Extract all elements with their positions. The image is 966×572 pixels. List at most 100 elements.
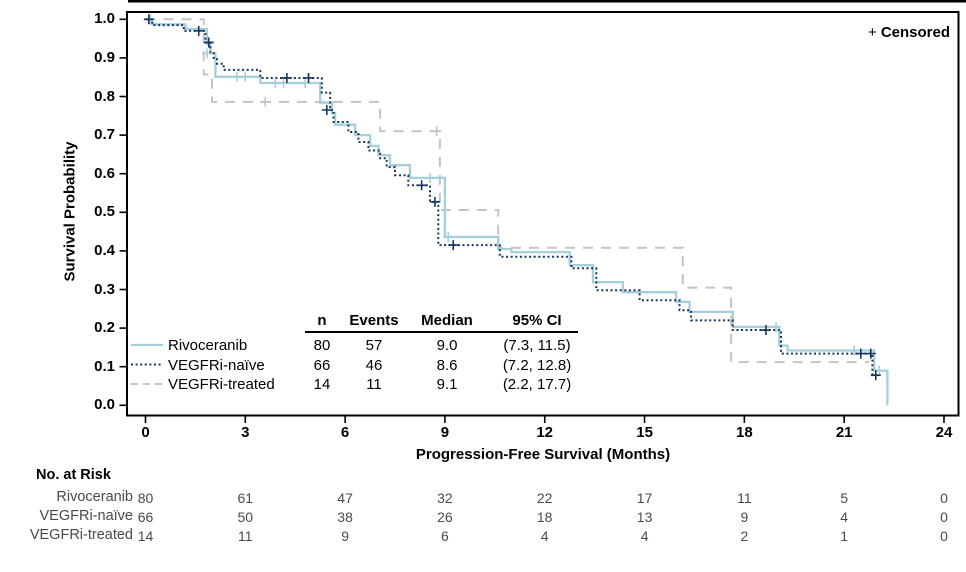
censor-mark-VEGFRi-naïve: [143, 14, 154, 25]
risk-table-title: No. at Risk: [36, 467, 111, 483]
y-tick-label: 0.3: [94, 280, 115, 298]
legend-series-stat: (2.2, 17.7): [502, 376, 572, 393]
risk-count: 80: [137, 489, 154, 506]
risk-count: 14: [137, 527, 154, 544]
legend-series-stat: 9.0: [436, 337, 458, 354]
censor-mark-Rivoceranib: [849, 345, 860, 356]
survival-curves: [145, 18, 889, 406]
legend-header-events: Events: [349, 312, 399, 329]
y-tick-label: 1.0: [94, 10, 115, 28]
risk-count: 9: [740, 508, 749, 525]
legend-series-stat: 80: [313, 337, 331, 354]
risk-count: 32: [437, 489, 453, 506]
censor-plus-icon: +: [868, 24, 877, 41]
risk-count: 4: [640, 527, 649, 544]
censored-legend: + Censored: [868, 24, 950, 41]
censor-mark-VEGFRi-naïve: [203, 37, 214, 48]
risk-count: 5: [840, 489, 849, 506]
risk-count: 0: [940, 508, 948, 525]
legend-header-median: Median: [421, 312, 473, 329]
y-tick-label: 0.9: [94, 48, 115, 66]
risk-row-label: Rivoceranib: [56, 488, 133, 505]
risk-count: 11: [238, 527, 253, 544]
risk-count: 66: [137, 508, 154, 525]
legend-series-stat: 46: [365, 356, 383, 374]
censor-mark-VEGFRi-naïve: [429, 196, 440, 207]
censor-mark-VEGFRi-naïve: [855, 348, 866, 359]
legend-series-name: VEGFRi-treated: [168, 376, 275, 393]
risk-count: 9: [341, 527, 349, 544]
legend-header-underline: [305, 331, 578, 333]
censor-mark-VEGFRi-naïve: [416, 180, 427, 191]
censor-mark-Rivoceranib: [424, 172, 435, 183]
x-tick-label: 15: [636, 424, 653, 441]
x-tick-label: 24: [935, 424, 953, 441]
censor-mark-Rivoceranib: [443, 232, 454, 243]
plot-box-border: [126, 11, 960, 417]
y-tick-label: 0.1: [94, 357, 115, 375]
censor-mark-VEGFRi-naïve: [193, 25, 204, 36]
censor-mark-Rivoceranib: [278, 77, 289, 88]
figure-top-border: [128, 0, 966, 3]
risk-count: 4: [540, 527, 549, 544]
legend-series-stat: 8.6: [436, 356, 458, 374]
censor-mark-VEGFRi-naïve: [448, 240, 459, 251]
risk-count: 38: [337, 508, 353, 525]
risk-row-label: VEGFRi-naïve: [39, 507, 133, 524]
risk-row-label: VEGFRi-treated: [29, 526, 133, 543]
censor-mark-Rivoceranib: [300, 77, 311, 88]
legend-series-name: VEGFRi-naïve: [168, 356, 265, 374]
censor-mark-VEGFRi-treated: [260, 96, 271, 107]
legend-line-samples: [131, 343, 163, 385]
x-tick-label: 3: [241, 424, 250, 441]
risk-count: 18: [536, 508, 553, 525]
risk-count: 47: [337, 489, 353, 506]
legend-series-stat: (7.3, 11.5): [503, 337, 571, 354]
risk-count: 22: [536, 489, 553, 506]
censor-mark-VEGFRi-naïve: [865, 348, 876, 359]
censor-mark-VEGFRi-naïve: [321, 105, 332, 116]
risk-count: 26: [437, 508, 453, 525]
legend-header-ci: 95% CI: [512, 312, 562, 329]
x-axis-title: Progression-Free Survival (Months): [415, 446, 671, 463]
y-tick-label: 0.7: [94, 126, 115, 144]
censor-mark-Rivoceranib: [240, 71, 251, 82]
x-tick-label: 9: [440, 424, 450, 441]
legend-series-stat: 11: [366, 376, 382, 393]
legend-series-stat: (7.2, 12.8): [502, 356, 572, 374]
x-tick-label: 6: [340, 424, 350, 441]
legend-series-stat: 57: [365, 337, 383, 354]
risk-count: 17: [636, 489, 653, 506]
censor-mark-VEGFRi-treated: [431, 126, 442, 137]
x-tick-label: 0: [141, 424, 150, 441]
risk-count: 2: [740, 527, 749, 544]
risk-count: 11: [737, 489, 752, 506]
curve-VEGFRi-naïve: [145, 18, 880, 377]
y-tick-label: 0.2: [94, 319, 115, 337]
censor-marks: [143, 14, 885, 381]
curve-VEGFRi-treated: [145, 18, 870, 364]
risk-count: 6: [440, 527, 449, 544]
risk-count: 4: [840, 508, 849, 525]
censor-mark-Rivoceranib: [770, 321, 781, 332]
legend-series-stat: 66: [313, 356, 331, 374]
x-tick-label: 21: [835, 424, 853, 441]
censor-mark-Rivoceranib: [202, 48, 213, 59]
y-tick-label: 0.8: [94, 87, 115, 105]
risk-count: 0: [940, 489, 948, 506]
legend-series-stat: 14: [313, 376, 331, 393]
risk-count: 0: [940, 527, 948, 544]
censor-mark-VEGFRi-naïve: [303, 72, 314, 83]
legend-header-n: n: [317, 312, 327, 329]
censor-mark-VEGFRi-naïve: [281, 72, 292, 83]
censor-mark-VEGFRi-naïve: [760, 325, 771, 336]
risk-count: 61: [237, 489, 254, 506]
axis-tick-marks: [119, 18, 945, 423]
risk-count: 1: [840, 527, 849, 544]
y-tick-label: 0.5: [94, 203, 115, 221]
censored-legend-text: Censored: [880, 24, 950, 41]
risk-count: 50: [237, 508, 254, 525]
x-tick-label: 18: [736, 424, 753, 441]
